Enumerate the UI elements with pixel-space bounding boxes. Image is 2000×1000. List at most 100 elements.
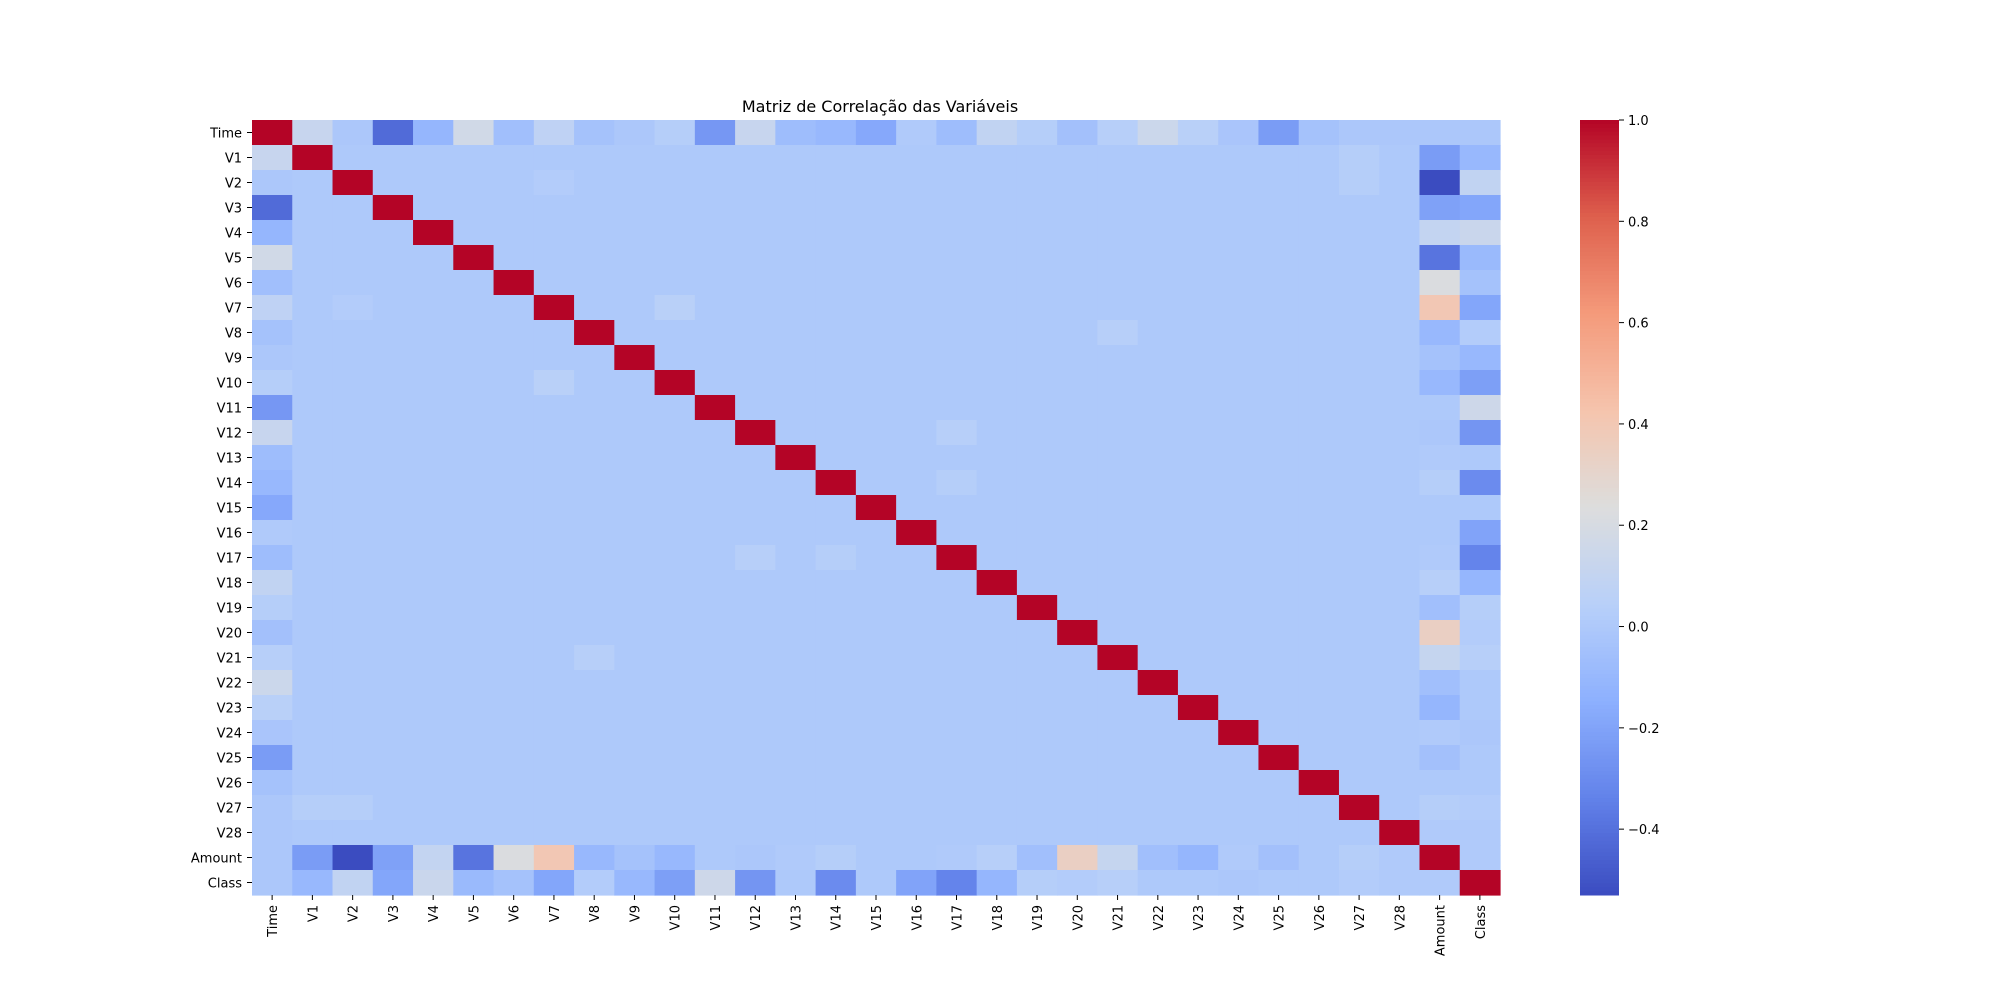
heatmap-cell-v21-v4 <box>413 645 454 671</box>
heatmap-cell-v11-v19 <box>1016 395 1058 421</box>
heatmap-cell-v12-v4 <box>413 420 454 446</box>
heatmap-cell-v25-v4 <box>413 745 454 771</box>
heatmap-cell-v28-v25 <box>1258 820 1300 846</box>
heatmap-cell-v20-v12 <box>735 620 776 646</box>
heatmap-cell-class-v8 <box>574 870 615 896</box>
heatmap-cell-v6-v1 <box>292 270 334 296</box>
heatmap-cell-v21-amount <box>1419 645 1461 671</box>
heatmap-cell-v4-v19 <box>1016 220 1058 246</box>
heatmap-cell-v27-v10 <box>654 795 696 821</box>
colorbar-segment <box>1580 848 1619 853</box>
heatmap-cell-v28-v14 <box>815 820 857 846</box>
colorbar-segment <box>1580 402 1619 408</box>
heatmap-cell-v13-v23 <box>1177 445 1219 471</box>
heatmap-cell-v22-amount <box>1419 670 1461 696</box>
colorbar-segment <box>1580 271 1619 276</box>
heatmap-cell-v6-v21 <box>1097 270 1139 296</box>
heatmap-cell-v12-v21 <box>1097 420 1139 446</box>
heatmap-cell-v8-v25 <box>1258 320 1300 346</box>
heatmap-cell-v22-v1 <box>292 670 334 696</box>
heatmap-cell-class-v25 <box>1258 870 1300 896</box>
heatmap-cell-v18-v8 <box>574 570 615 596</box>
heatmap-cell-v27-v24 <box>1218 795 1260 821</box>
heatmap-cell-v20-v23 <box>1177 620 1219 646</box>
heatmap-cell-v11-v11 <box>694 395 736 421</box>
colorbar-segment <box>1580 573 1619 578</box>
colorbar-segment <box>1580 740 1619 745</box>
heatmap-cell-v2-class <box>1459 170 1501 196</box>
colorbar-segment <box>1580 666 1619 671</box>
colorbar-segment <box>1580 147 1619 152</box>
heatmap-cell-v21-v24 <box>1218 645 1260 671</box>
heatmap-cell-v27-v27 <box>1338 795 1380 821</box>
colorbar-segment <box>1580 546 1619 551</box>
heatmap-cell-v27-v17 <box>936 795 978 821</box>
heatmap-cell-v8-v16 <box>896 320 937 346</box>
heatmap-cell-v1-v9 <box>614 145 656 171</box>
heatmap-cell-v26-v19 <box>1016 770 1058 796</box>
heatmap-cell-v21-v19 <box>1016 645 1058 671</box>
heatmap-cell-class-v18 <box>976 870 1018 896</box>
colorbar-segment <box>1580 689 1619 695</box>
heatmap-cell-v20-v8 <box>574 620 615 646</box>
colorbar-segment <box>1580 464 1619 470</box>
heatmap-cell-v15-v6 <box>493 495 535 521</box>
heatmap-cell-v9-v23 <box>1177 345 1219 371</box>
heatmap-cell-class-v27 <box>1338 870 1380 896</box>
heatmap-cell-v2-v5 <box>453 170 495 196</box>
heatmap-cell-v8-v15 <box>855 320 897 346</box>
heatmap-cell-v12-v19 <box>1016 420 1058 446</box>
heatmap-cell-v3-v3 <box>372 195 414 221</box>
heatmap-cell-v6-v19 <box>1016 270 1058 296</box>
colorbar-segment <box>1580 492 1619 497</box>
heatmap-cell-v4-v28 <box>1379 220 1421 246</box>
heatmap-cell-v17-v5 <box>453 545 495 571</box>
heatmap-cell-v13-v15 <box>855 445 897 471</box>
x-tick-label: V6 <box>508 905 523 922</box>
heatmap-cell-amount-time <box>252 845 293 871</box>
heatmap-cell-v1-v6 <box>493 145 535 171</box>
colorbar-segment <box>1580 728 1619 733</box>
x-tick-label: Time <box>266 905 281 938</box>
colorbar-segment <box>1580 430 1619 435</box>
heatmap-cell-v1-v26 <box>1298 145 1340 171</box>
heatmap-cell-v17-v27 <box>1338 545 1380 571</box>
heatmap-cell-v26-v6 <box>493 770 535 796</box>
heatmap-cell-v23-v23 <box>1177 695 1219 721</box>
heatmap-cell-v5-class <box>1459 245 1501 271</box>
heatmap-cell-v8-v3 <box>372 320 414 346</box>
y-tick-label: V25 <box>217 752 242 767</box>
heatmap-cell-v8-amount <box>1419 320 1461 346</box>
colorbar-segment <box>1580 631 1619 636</box>
colorbar-segment <box>1580 817 1619 822</box>
heatmap-cell-v15-v26 <box>1298 495 1340 521</box>
heatmap-cell-v28-v6 <box>493 820 535 846</box>
heatmap-cell-v20-v19 <box>1016 620 1058 646</box>
colorbar-segment <box>1580 154 1619 160</box>
heatmap-cell-v9-v18 <box>976 345 1018 371</box>
heatmap-cell-v19-v27 <box>1338 595 1380 621</box>
heatmap-cell-v12-v18 <box>976 420 1018 446</box>
heatmap-cell-v22-v10 <box>654 670 696 696</box>
y-tick-label: V7 <box>225 302 242 317</box>
heatmap-cell-v8-v11 <box>694 320 736 346</box>
heatmap-cell-v9-v7 <box>533 345 575 371</box>
heatmap-cell-v18-v10 <box>654 570 696 596</box>
x-tick-label: V7 <box>548 905 563 922</box>
colorbar-segment <box>1580 426 1619 431</box>
colorbar-segment <box>1580 507 1619 512</box>
heatmap-cell-v8-v20 <box>1057 320 1099 346</box>
heatmap-cell-v23-v16 <box>896 695 937 721</box>
heatmap-cell-v11-v27 <box>1338 395 1380 421</box>
heatmap-cell-v10-v13 <box>775 370 817 396</box>
heatmap-cell-v25-v28 <box>1379 745 1421 771</box>
heatmap-cell-v7-v25 <box>1258 295 1300 321</box>
heatmap-cell-v3-v25 <box>1258 195 1300 221</box>
colorbar-segment <box>1580 569 1619 574</box>
heatmap-cell-v2-v26 <box>1298 170 1340 196</box>
heatmap-cell-v26-v4 <box>413 770 454 796</box>
heatmap-cell-v13-v6 <box>493 445 535 471</box>
colorbar-segment <box>1580 519 1619 524</box>
heatmap-cell-v11-v16 <box>896 395 937 421</box>
heatmap-cell-v6-v28 <box>1379 270 1421 296</box>
